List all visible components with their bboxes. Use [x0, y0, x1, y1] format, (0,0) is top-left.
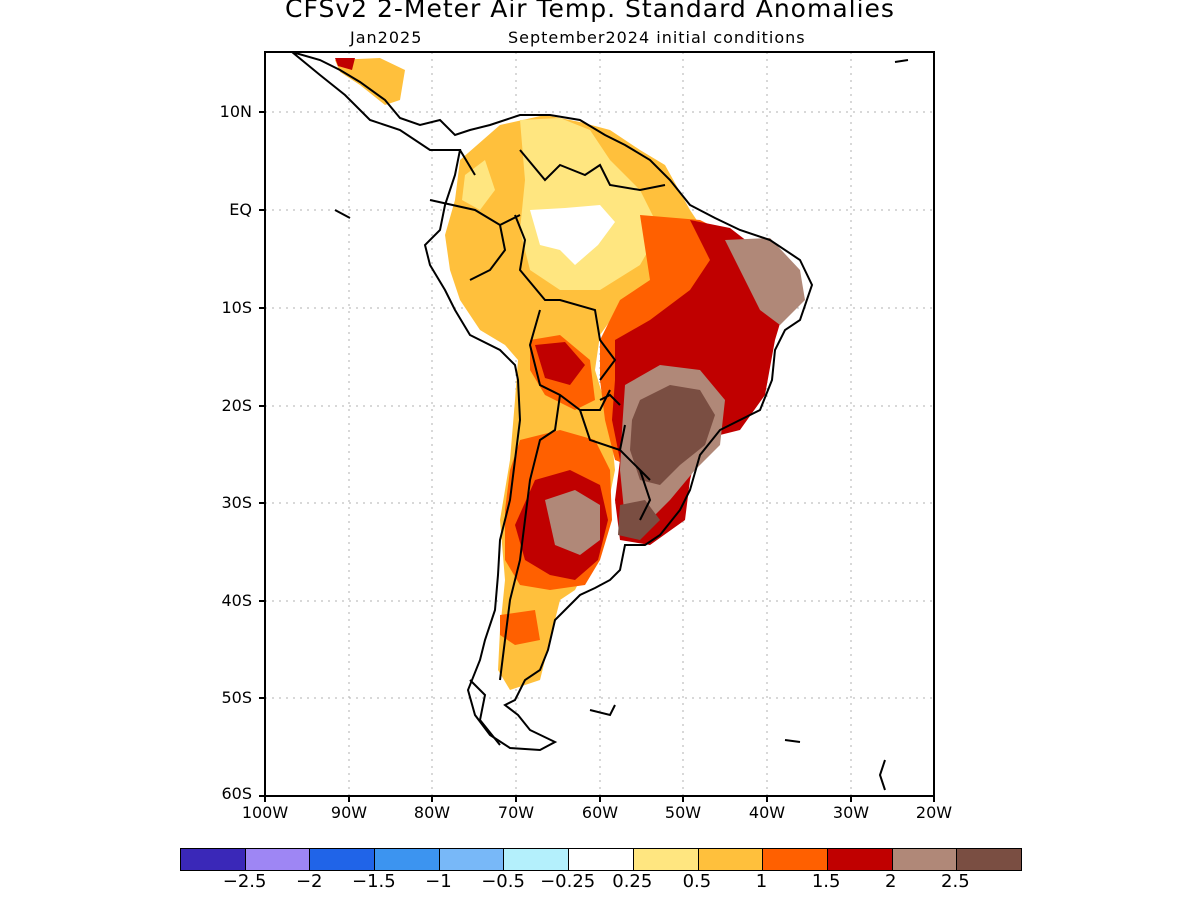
lat-label-10s: 10S [221, 298, 252, 317]
lon-label-40w: 40W [748, 803, 786, 822]
anomaly-fields [335, 58, 805, 690]
colorbar-swatch-7 [633, 849, 699, 870]
colorbar-swatch-5 [504, 849, 570, 870]
lat-label-40s: 40S [221, 591, 252, 610]
colorbar-label: 1 [755, 871, 768, 892]
anomaly-area-1.5-2 [535, 342, 585, 385]
lat-label-20s: 20S [221, 396, 252, 415]
colorbar-swatch-0 [181, 849, 246, 870]
lon-label-30w: 30W [832, 803, 870, 822]
colorbar-swatch-3 [375, 849, 440, 870]
colorbar-label: −1 [425, 871, 452, 892]
colorbar-label: −0.25 [540, 871, 596, 892]
anomaly-area-0.25-0.5 [520, 118, 660, 290]
colorbar-swatch-10 [827, 849, 893, 870]
lon-label-20w: 20W [915, 803, 953, 822]
coastlines [291, 52, 909, 791]
lat-label-50s: 50S [221, 688, 252, 707]
anomaly-area-2-2.5 [545, 490, 600, 555]
anomaly-area-1.5-2 [335, 58, 355, 70]
lon-label-80w: 80W [413, 803, 451, 822]
lon-label-70w: 70W [497, 803, 535, 822]
anomaly-area-0.25-0.5 [462, 160, 495, 210]
lat-label-30s: 30S [221, 493, 252, 512]
forecast-month: Jan2025 [350, 28, 423, 47]
lon-label-100w: 100W [241, 803, 289, 822]
anomaly-area-0.5-1 [335, 58, 405, 105]
chart-title: CFSv2 2-Meter Air Temp. Standard Anomali… [285, 0, 895, 23]
colorbar-swatch-1 [245, 849, 311, 870]
colorbar-label: −0.5 [481, 871, 525, 892]
lon-label-50w: 50W [664, 803, 702, 822]
anomaly-area-neutral [530, 205, 615, 265]
lat-label-60s: 60S [221, 784, 252, 803]
tick-marks [259, 111, 935, 802]
colorbar-label: 1.5 [811, 871, 841, 892]
colorbar-swatch-4 [439, 849, 505, 870]
anomaly-area-above-2.5 [630, 385, 715, 485]
colorbar-swatch-12 [957, 849, 1021, 870]
anomaly-area-2-2.5 [725, 238, 805, 325]
colorbar-swatch-11 [892, 849, 958, 870]
initial-conditions: September2024 initial conditions [508, 28, 806, 47]
colorbar-label: −2 [295, 871, 323, 892]
lat-label-eq: EQ [229, 200, 252, 219]
lon-label-90w: 90W [330, 803, 368, 822]
colorbar-label: −2.5 [222, 871, 267, 892]
colorbar-label: 2 [885, 871, 897, 892]
colorbar-label: 0.25 [612, 871, 653, 892]
anomaly-area-1-1.5 [500, 610, 540, 645]
colorbar-swatch-9 [763, 849, 828, 870]
anomaly-area-above-2.5 [618, 500, 660, 540]
colorbar-label: 2.5 [941, 871, 970, 892]
colorbar-swatch-2 [310, 849, 376, 870]
colorbar-label: −1.5 [351, 871, 396, 892]
colorbar [180, 848, 1022, 871]
lon-label-60w: 60W [581, 803, 619, 822]
colorbar-label: 0.5 [682, 871, 712, 892]
colorbar-swatch-6 [569, 849, 634, 870]
colorbar-swatch-8 [698, 849, 764, 870]
lat-label-10n: 10N [219, 102, 252, 121]
